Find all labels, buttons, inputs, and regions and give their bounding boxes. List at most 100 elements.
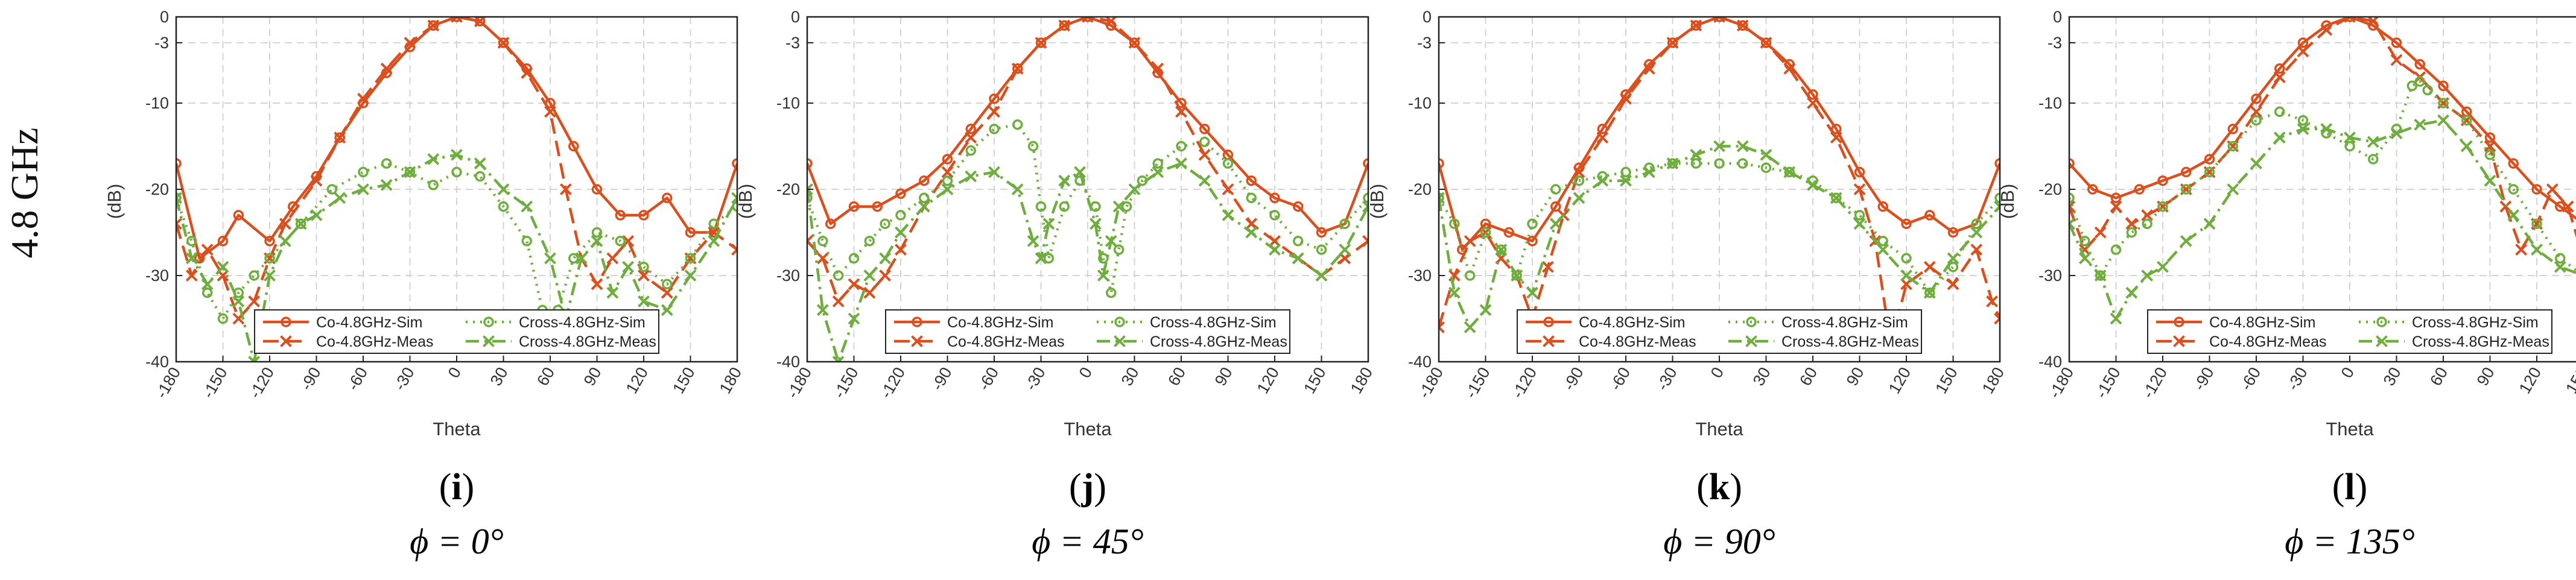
legend-marker-1: [2173, 335, 2185, 347]
legend-box: [885, 309, 1290, 354]
x-tick-label: 60: [1164, 364, 1189, 389]
data-point-0: [217, 236, 229, 247]
x-tick-label: -60: [2237, 364, 2264, 394]
data-point-1: [1643, 62, 1655, 75]
data-point-2: [1449, 218, 1460, 229]
data-point-3: [1573, 192, 1585, 204]
data-point-0: [2555, 201, 2566, 212]
data-point-2: [965, 145, 976, 156]
data-point-3: [988, 166, 1000, 178]
data-point-3: [521, 200, 533, 213]
data-point-2: [1059, 201, 1070, 212]
data-point-3: [2094, 270, 2107, 282]
data-point-3: [1713, 140, 1725, 153]
x-tick-label: -120: [877, 364, 909, 402]
data-point-1: [2367, 17, 2379, 28]
data-point-2: [2555, 253, 2566, 264]
data-point-0: [1059, 20, 1070, 31]
legend-label-2: Cross-4.8GHz-Sim: [1150, 314, 1277, 331]
data-point-2: [662, 279, 673, 290]
data-point-0: [591, 184, 603, 195]
data-point-2: [2126, 227, 2137, 238]
x-tick-label: 150: [2562, 364, 2576, 397]
data-point-2: [2508, 184, 2519, 195]
data-point-3: [2180, 235, 2192, 247]
data-point-2: [1439, 192, 1444, 204]
data-point-1: [1198, 148, 1211, 161]
legend-label-3: Cross-4.8GHz-Meas: [519, 333, 656, 350]
data-point-3: [1970, 226, 1983, 239]
caption-letter-text: l: [2344, 467, 2355, 508]
data-point-3: [1807, 178, 1819, 191]
data-point-3: [497, 183, 510, 195]
data-point-2: [217, 313, 229, 324]
data-point-3: [310, 209, 323, 221]
data-point-0: [1737, 20, 1748, 31]
data-point-3: [2069, 218, 2075, 230]
data-point-3: [2250, 157, 2262, 170]
x-tick-label: -60: [975, 364, 1002, 394]
x-tick-label: -60: [344, 364, 371, 394]
y-tick-label: -20: [2038, 180, 2062, 198]
caption-letter-text: k: [1709, 467, 1730, 508]
x-tick-label: 0: [1707, 364, 1727, 381]
x-tick-label: 120: [623, 364, 652, 397]
legend-marker-0: [912, 317, 922, 327]
data-point-0: [1035, 37, 1047, 48]
y-tick-label: -20: [145, 180, 169, 198]
data-point-2: [1339, 218, 1350, 229]
data-point-1: [832, 295, 845, 307]
data-point-2: [1480, 227, 1491, 238]
data-point-3: [1128, 183, 1141, 195]
data-point-2: [942, 175, 953, 186]
data-point-2: [1854, 210, 1865, 221]
y-tick-label: -20: [1408, 180, 1432, 198]
data-point-1: [1439, 321, 1445, 333]
x-tick-label: -120: [1508, 364, 1540, 402]
data-point-3: [1877, 244, 1889, 256]
caption-paren-open: (: [2332, 467, 2345, 508]
data-point-3: [1760, 148, 1772, 161]
data-point-2: [591, 227, 603, 238]
x-tick-label: 60: [1796, 364, 1821, 389]
data-point-3: [863, 270, 876, 282]
data-point-2: [249, 270, 259, 281]
data-point-1: [1362, 235, 1368, 247]
data-point-3: [248, 356, 261, 362]
data-point-3: [1058, 174, 1071, 187]
data-point-0: [2181, 166, 2192, 178]
data-point-0: [2438, 80, 2449, 92]
data-point-3: [848, 312, 860, 325]
data-point-3: [2367, 136, 2379, 148]
data-point-0: [1947, 227, 1959, 238]
y-tick-label: -10: [145, 94, 169, 112]
data-point-2: [2344, 140, 2355, 152]
x-tick-label: 120: [1885, 364, 1915, 397]
data-point-2: [1831, 192, 1842, 204]
data-point-1: [1986, 295, 1998, 307]
data-point-1: [380, 62, 393, 75]
data-point-0: [895, 188, 906, 199]
data-point-3: [2141, 270, 2154, 282]
series-line-2: [176, 162, 737, 346]
x-tick-label: -120: [246, 364, 278, 402]
x-tick-label: 90: [1843, 364, 1868, 389]
data-point-0: [1901, 218, 1912, 229]
data-point-1: [1245, 218, 1258, 230]
legend-label-3: Cross-4.8GHz-Meas: [1150, 333, 1287, 350]
data-point-3: [2390, 127, 2403, 139]
data-point-3: [2320, 122, 2333, 135]
data-point-1: [863, 286, 876, 299]
data-point-0: [428, 20, 439, 31]
data-point-3: [1097, 270, 1109, 282]
data-point-3: [294, 218, 307, 230]
data-point-2: [1971, 218, 1982, 229]
data-point-2: [451, 166, 462, 178]
x-tick-label: 30: [2380, 364, 2405, 389]
data-point-2: [1098, 253, 1109, 264]
legend-label-3: Cross-4.8GHz-Meas: [1781, 333, 1919, 350]
x-tick-label: -90: [928, 364, 955, 394]
x-axis-label: Theta: [2326, 418, 2374, 440]
